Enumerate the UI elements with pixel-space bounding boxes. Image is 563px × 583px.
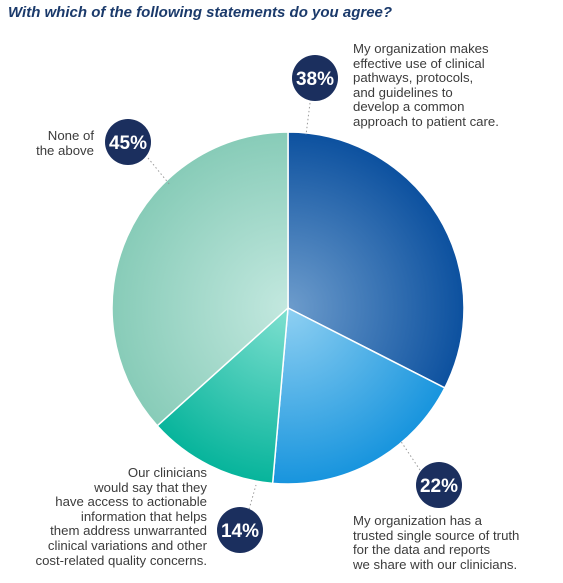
slice-label-none-of-the-above: None of the above [36,128,94,158]
leader-line-actionable-information [247,484,257,514]
leader-line-none-of-the-above [147,157,171,186]
pie-slice-clinical-pathways [287,131,465,389]
value-badge-single-source-of-truth [416,462,462,508]
pie-slice-actionable-information [156,306,289,485]
slice-label-actionable-information: Our clinicians would say that they have … [35,465,207,568]
value-label-actionable-information: 14% [221,521,259,542]
chart-title: With which of the following statements d… [8,4,393,21]
value-badge-actionable-information [217,507,263,553]
value-badge-none-of-the-above [105,119,151,165]
slice-label-clinical-pathways: My organization makes effective use of c… [353,41,499,129]
pie-slice-single-source-of-truth [271,306,446,485]
value-badge-clinical-pathways [292,55,338,101]
value-label-clinical-pathways: 38% [296,69,334,90]
leader-line-single-source-of-truth [399,439,421,471]
leader-line-clinical-pathways [305,94,312,136]
pie-slice-none-of-the-above [111,131,289,427]
slice-label-single-source-of-truth: My organization has a trusted single sou… [353,513,520,572]
value-label-none-of-the-above: 45% [109,133,147,154]
value-label-single-source-of-truth: 22% [420,476,458,497]
